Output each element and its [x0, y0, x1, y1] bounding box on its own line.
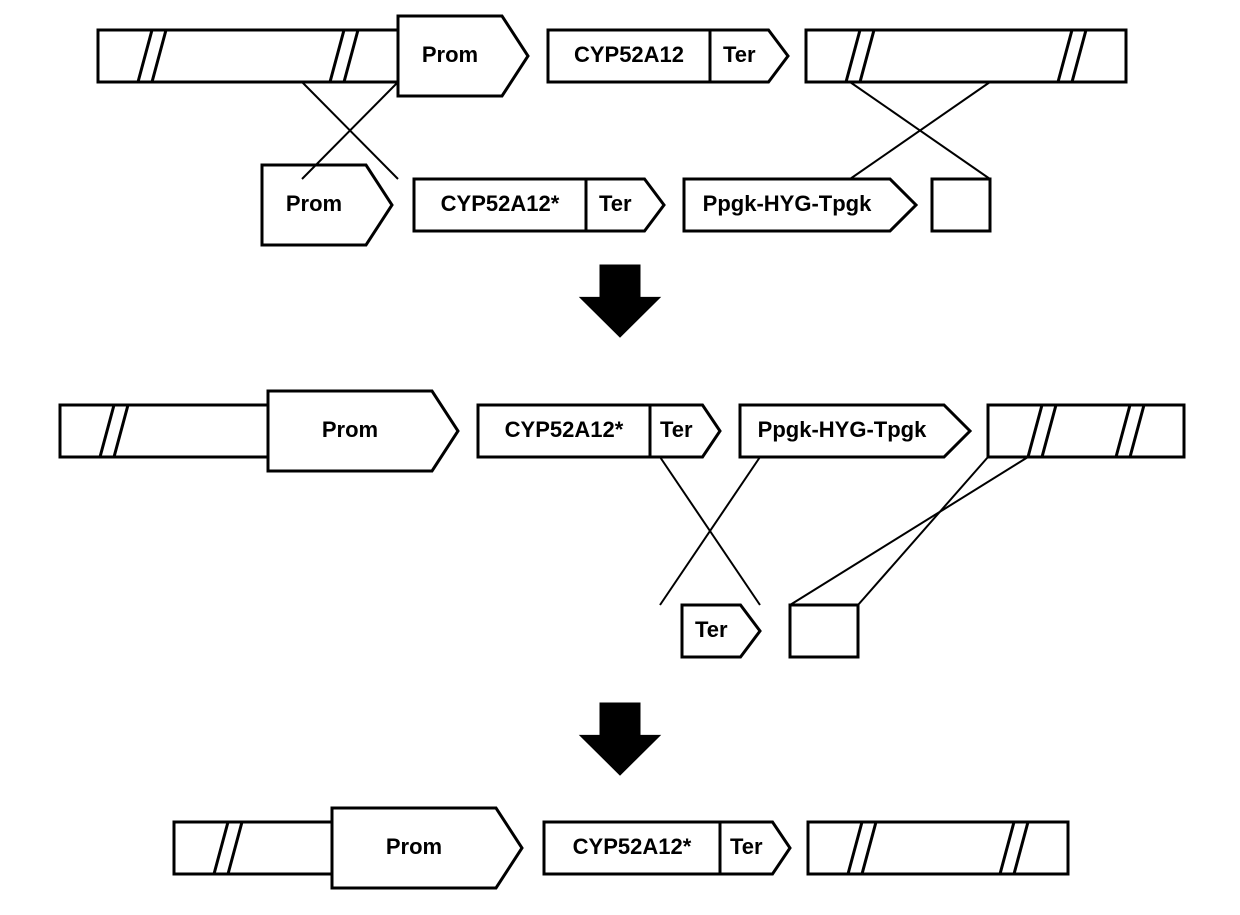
svg-text:CYP52A12*: CYP52A12* [505, 417, 624, 442]
svg-text:Prom: Prom [322, 417, 378, 442]
gene-construct-diagram: Prom CYP52A12 Ter Prom CYP52A12* Ter Ppgk-HYG-… [0, 0, 1240, 915]
svg-text:Ter: Ter [599, 191, 632, 216]
svg-text:CYP52A12*: CYP52A12* [573, 834, 692, 859]
svg-text:CYP52A12: CYP52A12 [574, 42, 684, 67]
svg-text:CYP52A12*: CYP52A12* [441, 191, 560, 216]
svg-text:Ter: Ter [730, 834, 763, 859]
svg-text:Ter: Ter [723, 42, 756, 67]
svg-text:Prom: Prom [422, 42, 478, 67]
svg-text:Ppgk-HYG-Tpgk: Ppgk-HYG-Tpgk [703, 191, 872, 216]
svg-text:Ter: Ter [660, 417, 693, 442]
svg-text:Ter: Ter [695, 617, 728, 642]
svg-text:Prom: Prom [286, 191, 342, 216]
svg-text:Ppgk-HYG-Tpgk: Ppgk-HYG-Tpgk [758, 417, 927, 442]
svg-text:Prom: Prom [386, 834, 442, 859]
